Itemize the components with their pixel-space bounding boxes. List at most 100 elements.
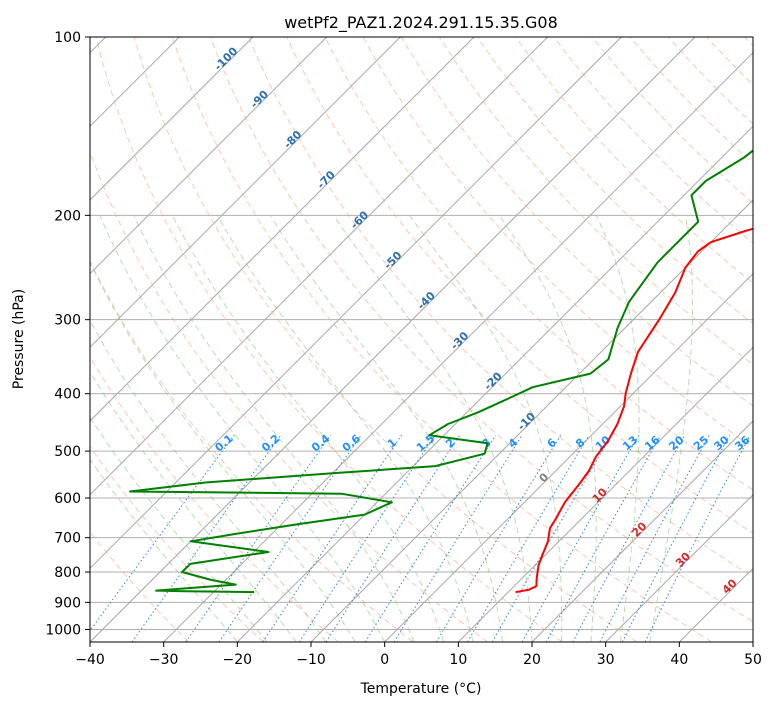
- mixing-ratio-label: 4: [506, 436, 520, 451]
- dry-adiabat-line: [90, 356, 339, 642]
- y-axis-ticks: 100 200 300 400 500 600 700 800 900 1000: [45, 30, 90, 638]
- moist-adiabat-line: [90, 260, 356, 642]
- y-tick-label: 600: [54, 491, 81, 507]
- mixing-ratio-label: 1: [385, 436, 399, 451]
- isotherm-label: -20: [482, 369, 505, 392]
- dry-adiabat-line: [744, 37, 753, 47]
- mixing-ratio-line: [393, 434, 523, 642]
- isotherm-label: -100: [212, 44, 241, 73]
- y-tick-label: 200: [54, 208, 81, 224]
- dry-adiabat-line: [553, 37, 753, 244]
- mixing-ratio-label: 8: [573, 436, 587, 451]
- dewpoint-profile-line: [129, 149, 753, 594]
- isotherm-line: [90, 37, 696, 642]
- mixing-ratio-line: [435, 434, 562, 642]
- mixing-ratio-line: [521, 434, 640, 642]
- isotherm-label: -90: [248, 87, 271, 110]
- isotherm-label: -40: [415, 289, 438, 312]
- moist-adiabat-line: [649, 215, 693, 642]
- isotherm-label: 40: [720, 576, 740, 596]
- isotherm-label: -30: [448, 329, 471, 352]
- moist-adiabat-line: [595, 215, 640, 642]
- isotherm-line: [752, 641, 753, 642]
- isotherm-line: [90, 37, 475, 422]
- profile-lines: [129, 149, 753, 594]
- isotherm-line: [90, 37, 401, 349]
- dry-adiabat-line: [706, 37, 753, 86]
- x-tick-label: 50: [744, 652, 762, 668]
- x-tick-label: 20: [523, 652, 541, 668]
- mixing-ratio-line: [325, 434, 461, 642]
- moist-adiabat-line: [90, 458, 238, 642]
- y-tick-label: 500: [54, 444, 81, 460]
- x-axis-ticks: −40 −30 −20 −10 0 10 20 30 40 50: [75, 642, 762, 668]
- isotherm-line: [90, 37, 254, 201]
- isotherm-line: [457, 346, 753, 642]
- x-tick-label: −30: [149, 652, 179, 668]
- moist-adiabat-line: [498, 215, 597, 642]
- mixing-ratio-line: [545, 434, 662, 642]
- mixing-ratio-line: [467, 434, 590, 642]
- x-axis-label: Temperature (°C): [360, 681, 482, 697]
- dry-adiabat-line: [210, 37, 753, 623]
- x-tick-label: 40: [670, 652, 688, 668]
- isotherm-line: [90, 37, 622, 570]
- isotherm-label: 30: [673, 549, 693, 569]
- dry-adiabat-line: [90, 445, 264, 642]
- mixing-ratio-line: [185, 434, 332, 642]
- x-tick-label: −40: [75, 652, 105, 668]
- moist-adiabat-line: [216, 215, 474, 642]
- dry-adiabat-line: [324, 37, 753, 491]
- moist-adiabat-line: [333, 215, 533, 642]
- isotherm-line: [163, 51, 753, 642]
- dry-adiabat-line: [133, 37, 638, 642]
- dry-adiabat-line: [95, 37, 563, 642]
- isotherm-line: [678, 567, 753, 642]
- mixing-ratio-line: [644, 434, 751, 642]
- y-tick-label: 900: [54, 595, 81, 611]
- moist-adiabat-line: [133, 215, 415, 642]
- moist-adiabat-line: [172, 215, 445, 642]
- mixing-ratio-line: [572, 434, 686, 642]
- isotherm-label: 20: [629, 519, 649, 539]
- temperature-profile-line: [515, 227, 753, 594]
- y-tick-label: 800: [54, 565, 81, 581]
- mixing-ratio-line: [599, 434, 710, 642]
- mixing-ratio-label: 30: [712, 433, 732, 453]
- isotherm-label: -60: [348, 208, 371, 231]
- mixing-ratio-label: 13: [620, 433, 640, 453]
- y-tick-label: 400: [54, 387, 81, 403]
- isotherm-label: -10: [515, 410, 538, 433]
- mixing-ratio-line: [218, 434, 362, 642]
- isotherm-line: [531, 420, 753, 642]
- isotherm-label: -70: [315, 168, 338, 191]
- mixing-ratio-label: 16: [642, 433, 662, 453]
- dry-adiabat-line: [171, 37, 712, 642]
- x-tick-label: 0: [380, 652, 389, 668]
- moist-adiabat-line: [90, 416, 268, 642]
- x-tick-label: −10: [296, 652, 326, 668]
- dry-adiabat-line: [248, 37, 753, 578]
- dry-adiabat-line: [90, 259, 414, 642]
- isotherm-line: [236, 125, 753, 642]
- mixing-ratio-label: 20: [667, 433, 687, 453]
- moist-adiabat-line: [409, 215, 563, 642]
- isotherm-line: [90, 37, 549, 496]
- x-tick-label: 10: [449, 652, 467, 668]
- isotherm-line: [605, 493, 753, 642]
- mixing-ratio-label: 6: [545, 436, 559, 451]
- dry-adiabat-line: [286, 37, 753, 534]
- mixing-ratio-line: [262, 434, 403, 642]
- isotherm-label: 10: [590, 485, 610, 505]
- moist-adiabat-line: [99, 215, 386, 642]
- mixing-ratio-line: [491, 434, 613, 642]
- isotherm-label: -80: [281, 128, 304, 151]
- x-tick-label: −20: [223, 652, 253, 668]
- moist-adiabat-line: [90, 319, 327, 642]
- y-tick-label: 100: [54, 30, 81, 46]
- mixing-ratio-line: [364, 434, 497, 642]
- y-tick-label: 700: [54, 531, 81, 547]
- moist-adiabat-line: [90, 370, 297, 642]
- y-tick-label: 300: [54, 313, 81, 329]
